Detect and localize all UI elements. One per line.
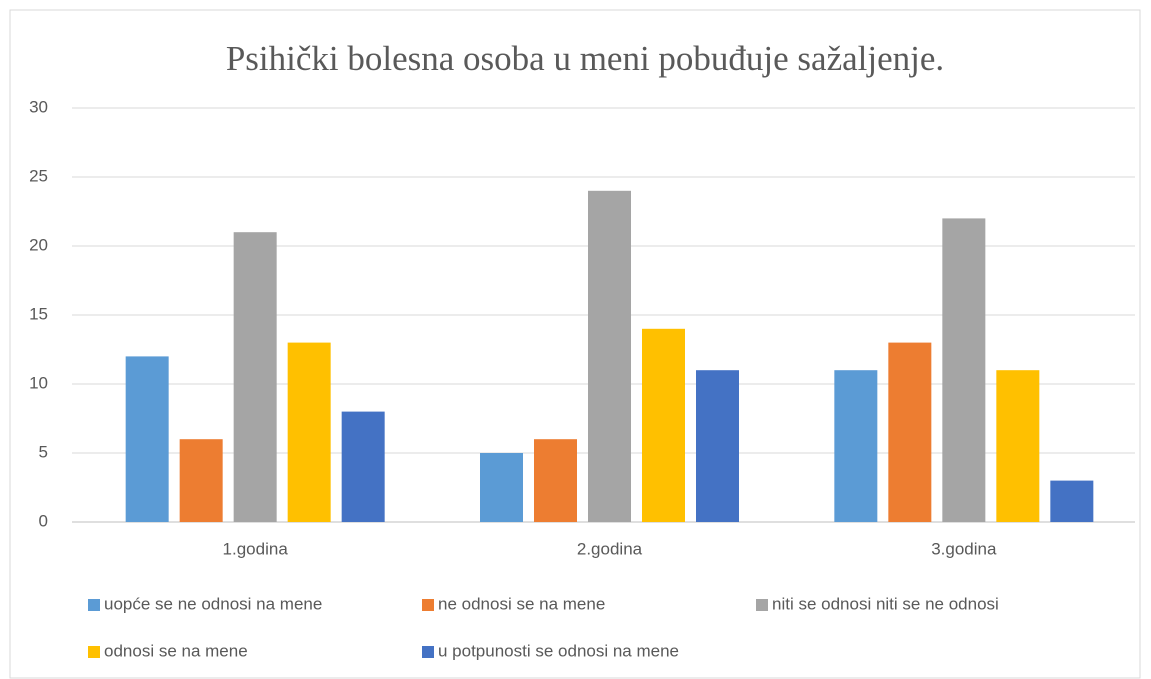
legend-swatch — [422, 646, 434, 658]
legend-swatch — [88, 646, 100, 658]
y-tick-label: 5 — [39, 442, 48, 461]
x-tick-label: 3.godina — [931, 539, 997, 558]
x-tick-label: 1.godina — [223, 539, 289, 558]
y-tick-label: 0 — [39, 511, 48, 530]
legend-swatch — [422, 599, 434, 611]
legend-label: odnosi se na mene — [104, 641, 248, 660]
legend-swatch — [756, 599, 768, 611]
legend-label: niti se odnosi niti se ne odnosi — [772, 594, 999, 613]
bar — [642, 328, 685, 522]
legend-swatch — [88, 599, 100, 611]
bar — [1050, 480, 1094, 522]
bar — [125, 356, 169, 522]
bar — [834, 370, 878, 522]
bar — [341, 411, 385, 522]
bar — [534, 439, 577, 522]
bar — [942, 218, 986, 522]
bar — [588, 190, 631, 523]
bar — [996, 370, 1040, 522]
bar — [179, 439, 223, 522]
bar — [233, 232, 277, 522]
y-tick-label: 20 — [29, 235, 48, 254]
legend-label: uopće se ne odnosi na mene — [104, 594, 322, 613]
bar — [696, 370, 739, 522]
bar — [888, 342, 932, 522]
legend-label: u potpunosti se odnosi na mene — [438, 641, 679, 660]
y-tick-label: 10 — [29, 373, 48, 392]
chart-title: Psihički bolesna osoba u meni pobuđuje s… — [226, 39, 944, 78]
y-tick-label: 25 — [29, 166, 48, 185]
y-tick-label: 15 — [29, 304, 48, 323]
bar — [480, 453, 523, 522]
legend-label: ne odnosi se na mene — [438, 594, 605, 613]
bar — [287, 342, 331, 522]
x-tick-label: 2.godina — [577, 539, 643, 558]
y-tick-label: 30 — [29, 97, 48, 116]
